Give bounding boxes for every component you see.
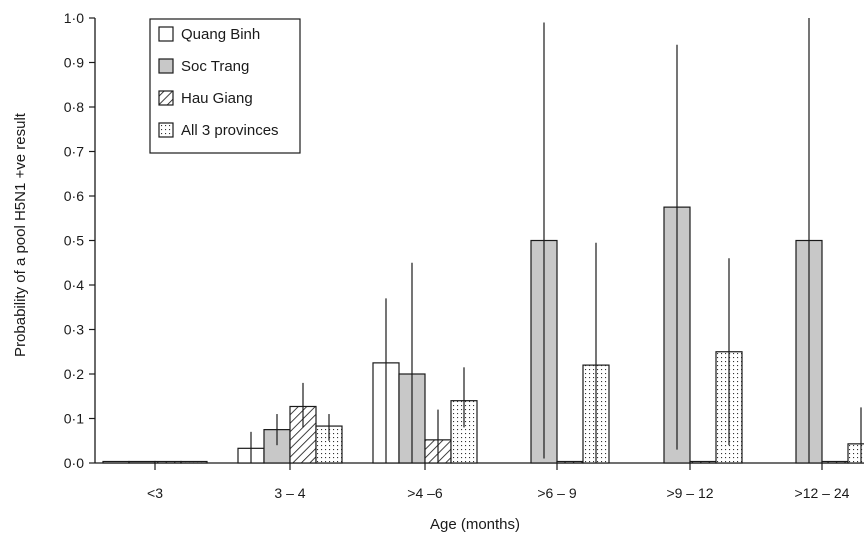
bar xyxy=(102,460,130,464)
y-axis-title: Probability of a pool H5N1 +ve result xyxy=(12,112,29,357)
legend-swatch xyxy=(158,90,174,106)
bar xyxy=(315,425,343,464)
x-axis-title: Age (months) xyxy=(430,516,520,533)
y-tick-label: 0·9 xyxy=(64,55,84,71)
y-tick-label: 0·6 xyxy=(64,188,84,204)
x-tick-label: >12 – 24 xyxy=(795,485,850,501)
x-tick-label: 3 – 4 xyxy=(274,485,305,501)
x-tick-label: >4 –6 xyxy=(407,485,443,501)
bar xyxy=(689,460,717,464)
y-tick-label: 0·0 xyxy=(64,455,84,471)
legend-swatch xyxy=(158,122,174,138)
x-axis: <3 3 – 4 >4 –6 >6 – 9 >9 – 12 >12 – 24 xyxy=(95,462,864,501)
y-tick-label: 0·4 xyxy=(64,277,84,293)
y-tick-label: 0·3 xyxy=(64,322,84,338)
legend-frame xyxy=(149,18,301,154)
x-tick-label: <3 xyxy=(147,485,163,501)
bar xyxy=(821,460,849,464)
legend-label: Soc Trang xyxy=(181,58,249,75)
error-bars-group xyxy=(250,18,862,463)
bar xyxy=(154,460,182,464)
y-tick-label: 1·0 xyxy=(64,10,84,26)
y-tick-label: 0·8 xyxy=(64,99,84,115)
bars-group xyxy=(102,206,864,464)
legend-swatch xyxy=(158,26,174,42)
bar xyxy=(180,460,208,464)
y-axis: 0·0 0·1 0·2 0·3 0·4 0·5 0·6 0·7 0·8 0·9 1·0 xyxy=(64,10,96,471)
y-tick-label: 0·1 xyxy=(64,411,84,427)
legend-label: Quang Binh xyxy=(181,26,260,43)
legend-label: Hau Giang xyxy=(181,90,253,107)
bar xyxy=(556,460,584,464)
bar xyxy=(128,460,156,464)
legend: Quang Binh Soc Trang Hau Giang All 3 provin… xyxy=(149,18,301,154)
legend-swatch xyxy=(158,58,174,74)
y-tick-label: 0·5 xyxy=(64,233,84,249)
y-tick-label: 0·2 xyxy=(64,366,84,382)
legend-label: All 3 provinces xyxy=(181,122,279,139)
x-tick-label: >9 – 12 xyxy=(666,485,713,501)
y-tick-label: 0·7 xyxy=(64,144,84,160)
x-tick-label: >6 – 9 xyxy=(537,485,577,501)
